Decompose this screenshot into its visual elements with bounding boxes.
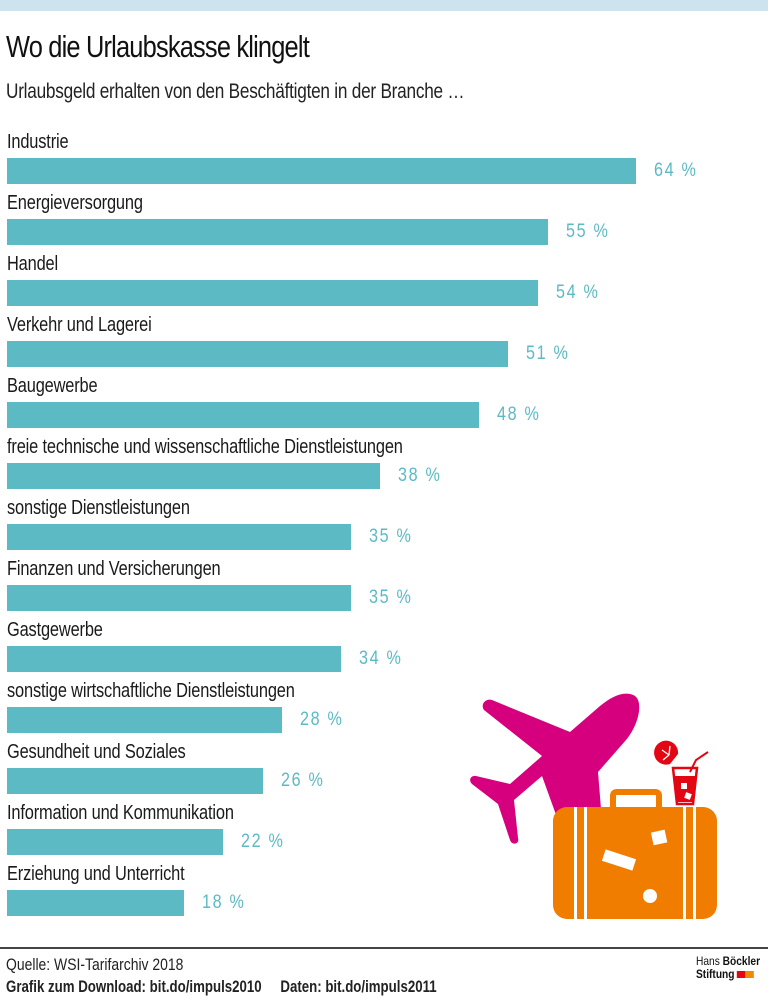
value-label: 35 % — [369, 587, 413, 608]
bar — [7, 463, 380, 489]
bar-row: Information und Kommunikation 22 % — [0, 802, 768, 863]
bar — [7, 158, 636, 184]
bar — [7, 829, 223, 855]
bar-row: Erziehung und Unterricht 18 % — [0, 863, 768, 924]
bar — [7, 585, 351, 611]
logo-text-stiftung: Stiftung — [696, 967, 735, 981]
bar-row: sonstige Dienstleistungen 35 % — [0, 497, 768, 558]
travel-illustration — [470, 693, 717, 919]
bar — [7, 768, 263, 794]
bar-row: Gastgewerbe 34 % — [0, 619, 768, 680]
value-label: 28 % — [300, 709, 344, 730]
category-label: Baugewerbe — [7, 375, 98, 397]
category-label: Industrie — [7, 131, 69, 153]
value-label: 34 % — [359, 648, 403, 669]
suitcase-icon — [553, 789, 717, 919]
category-label: Energieversorgung — [7, 192, 143, 214]
bar-row: Gesundheit und Soziales 26 % — [0, 741, 768, 802]
category-label: freie technische und wissenschaftliche D… — [7, 436, 403, 458]
logo-orange-square-icon — [745, 971, 755, 979]
bar-row: Handel 54 % — [0, 253, 768, 314]
download-link[interactable]: Grafik zum Download: bit.do/impuls2010 — [6, 977, 262, 996]
value-label: 38 % — [398, 465, 442, 486]
bar — [7, 402, 479, 428]
hans-boeckler-logo: Hans Böckler Stiftung — [696, 955, 760, 981]
value-label: 26 % — [281, 770, 325, 791]
bar — [7, 524, 351, 550]
logo-red-square-icon — [737, 971, 746, 979]
value-label: 55 % — [566, 221, 610, 242]
bar-row: Baugewerbe 48 % — [0, 375, 768, 436]
bar-row: Finanzen und Versicherungen 35 % — [0, 558, 768, 619]
top-band — [0, 0, 768, 11]
logo-text-boeckler: Böckler — [722, 954, 761, 968]
category-label: Finanzen und Versicherungen — [7, 558, 221, 580]
value-label: 22 % — [241, 831, 285, 852]
category-label: sonstige Dienstleistungen — [7, 497, 190, 519]
category-label: Gastgewerbe — [7, 619, 103, 641]
category-label: Erziehung und Unterricht — [7, 863, 185, 885]
footer-divider — [0, 947, 768, 949]
logo-text-hans: Hans — [696, 954, 720, 968]
bar — [7, 707, 282, 733]
chart-title: Wo die Urlaubskasse klingelt — [6, 29, 310, 64]
value-label: 64 % — [654, 160, 698, 181]
download-line: Grafik zum Download: bit.do/impuls2010 Da… — [6, 977, 437, 997]
bar — [7, 219, 548, 245]
category-label: Gesundheit und Soziales — [7, 741, 186, 763]
category-label: Verkehr und Lagerei — [7, 314, 152, 336]
bar — [7, 280, 538, 306]
category-label: sonstige wirtschaftliche Dienstleistunge… — [7, 680, 295, 702]
bar-row: Verkehr und Lagerei 51 % — [0, 314, 768, 375]
bar — [7, 646, 341, 672]
data-link[interactable]: Daten: bit.do/impuls2011 — [280, 977, 437, 996]
chart-subtitle: Urlaubsgeld erhalten von den Beschäftigt… — [6, 80, 465, 103]
category-label: Information und Kommunikation — [7, 802, 234, 824]
value-label: 35 % — [369, 526, 413, 547]
bar-row: Industrie 64 % — [0, 131, 768, 192]
bar-chart: Industrie 64 % Energieversorgung 55 % Handel… — [0, 131, 768, 924]
cocktail-icon — [654, 740, 709, 806]
bar-row: freie technische und wissenschaftliche D… — [0, 436, 768, 497]
bar — [7, 341, 508, 367]
bar — [7, 890, 184, 916]
value-label: 18 % — [202, 892, 246, 913]
source-note: Quelle: WSI-Tarifarchiv 2018 — [6, 955, 184, 974]
value-label: 51 % — [526, 343, 570, 364]
category-label: Handel — [7, 253, 58, 275]
bar-row: Energieversorgung 55 % — [0, 192, 768, 253]
value-label: 54 % — [556, 282, 600, 303]
value-label: 48 % — [497, 404, 541, 425]
bar-row: sonstige wirtschaftliche Dienstleistunge… — [0, 680, 768, 741]
